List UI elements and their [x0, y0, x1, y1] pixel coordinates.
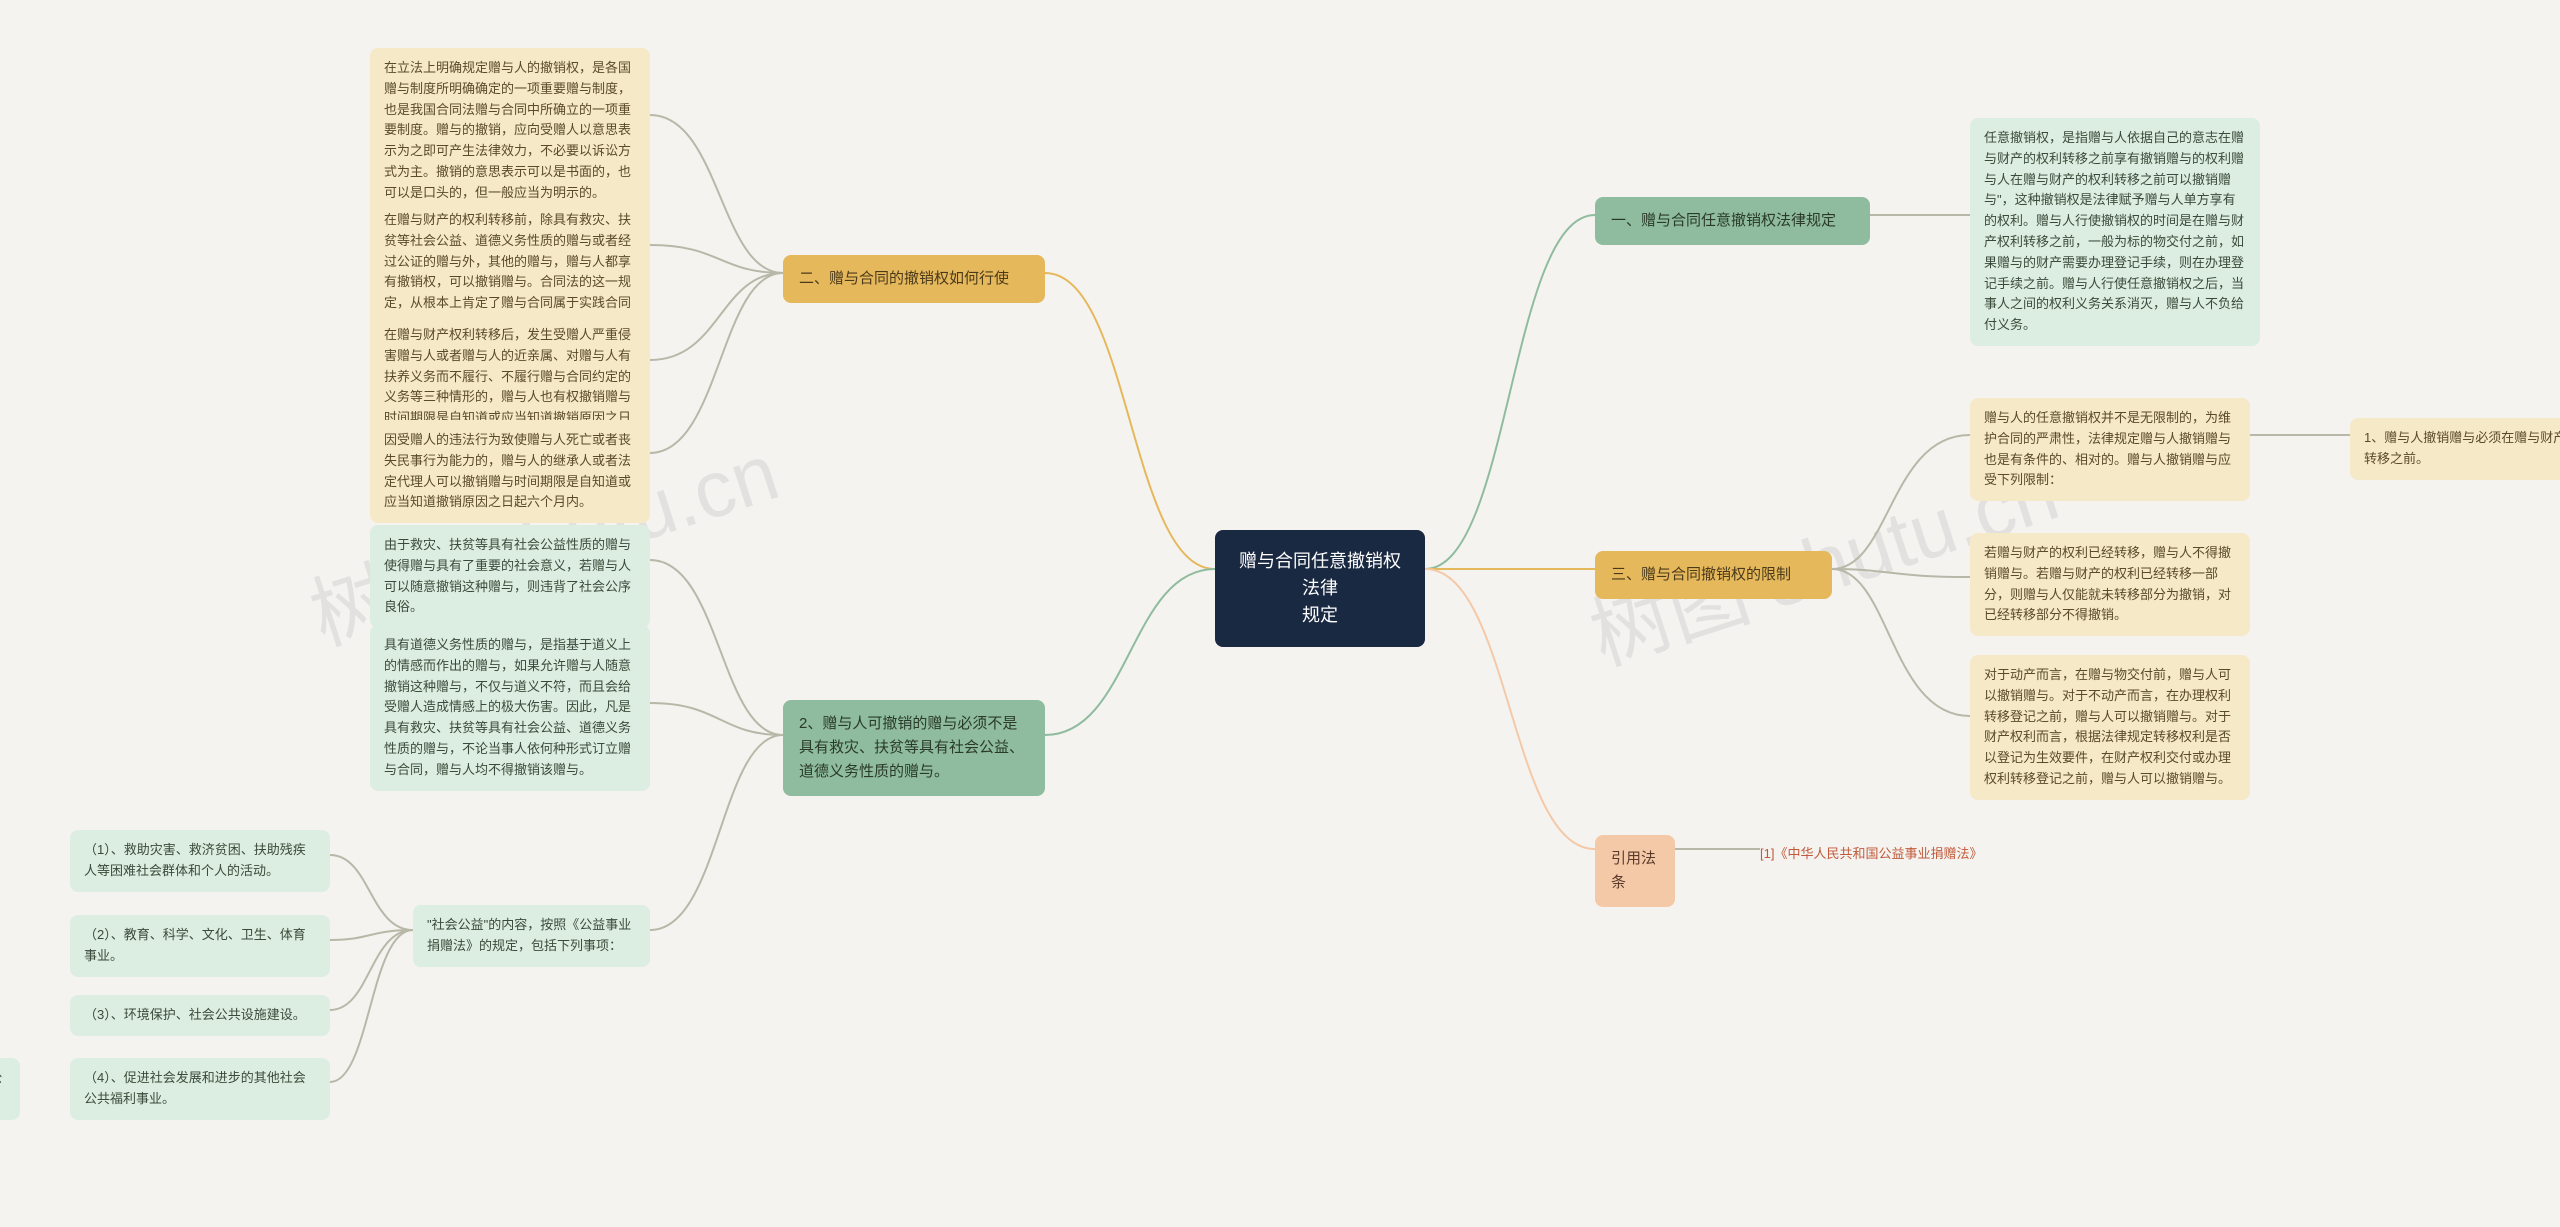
branch-1[interactable]: 一、赠与合同任意撤销权法律规定	[1595, 197, 1870, 245]
branch-green-2[interactable]: 2、赠与人可撤销的赠与必须不是 具有救灾、扶贫等具有社会公益、 道德义务性质的赠…	[783, 700, 1045, 796]
branch-3[interactable]: 三、赠与合同撤销权的限制	[1595, 551, 1832, 599]
citation-label[interactable]: 引用法条	[1595, 835, 1675, 907]
bg2-l2: 具有救灾、扶贫等具有社会公益、	[799, 736, 1029, 760]
bg2-sub-3: （3）、环境保护、社会公共设施建设。	[70, 995, 330, 1036]
branch-3-leaf-3: 对于动产而言，在赠与物交付前，赠与人可以撤销赠与。对于不动产而言，在办理权利转移…	[1970, 655, 2250, 800]
branch-2-leaf-1: 在立法上明确规定赠与人的撤销权，是各国赠与制度所明确确定的一项重要赠与制度，也是…	[370, 48, 650, 214]
branch-3-leaf-1-sub: 1、赠与人撤销赠与必须在赠与财产的权利转移之前。	[2350, 418, 2560, 480]
bg2-l1: 2、赠与人可撤销的赠与必须不是	[799, 712, 1029, 736]
branch-1-leaf: 任意撤销权，是指赠与人依据自己的意志在赠与财产的权利转移之前享有撤销赠与的权利赠…	[1970, 118, 2260, 346]
branch-2[interactable]: 二、赠与合同的撤销权如何行使	[783, 255, 1045, 303]
bg2-leaf-2: 具有道德义务性质的赠与，是指基于道义上的情感而作出的赠与，如果允许赠与人随意撤销…	[370, 625, 650, 791]
bg2-leaf-3: "社会公益"的内容，按照《公益事业捐赠法》的规定，包括下列事项：	[413, 905, 650, 967]
citation-text: [1]《中华人民共和国公益事业捐赠法》	[1760, 838, 2060, 871]
root-line2: 规定	[1235, 602, 1405, 629]
branch-3-leaf-1: 赠与人的任意撤销权并不是无限制的，为维护合同的严肃性，法律规定赠与人撤销赠与也是…	[1970, 398, 2250, 501]
bg2-sub-1: （1）、救助灾害、救济贫困、扶助残疾人等困难社会群体和个人的活动。	[70, 830, 330, 892]
bg2-sub-2: （2）、教育、科学、文化、卫生、体育事业。	[70, 915, 330, 977]
bg2-l3: 道德义务性质的赠与。	[799, 760, 1029, 784]
root-node[interactable]: 赠与合同任意撤销权法律 规定	[1215, 530, 1425, 647]
branch-3-leaf-2: 若赠与财产的权利已经转移，赠与人不得撤销赠与。若赠与财产的权利已经转移一部分，则…	[1970, 533, 2250, 636]
bg2-sub-4-extra: 3、赠与人撤销赠与，仅限于没有经过公证的赠与合同。	[0, 1058, 20, 1120]
root-line1: 赠与合同任意撤销权法律	[1235, 548, 1405, 602]
branch-2-leaf-4: 因受赠人的违法行为致使赠与人死亡或者丧失民事行为能力的，赠与人的继承人或者法定代…	[370, 420, 650, 523]
bg2-leaf-1: 由于救灾、扶贫等具有社会公益性质的赠与使得赠与具有了重要的社会意义，若赠与人可以…	[370, 525, 650, 628]
bg2-sub-4: （4）、促进社会发展和进步的其他社会公共福利事业。	[70, 1058, 330, 1120]
